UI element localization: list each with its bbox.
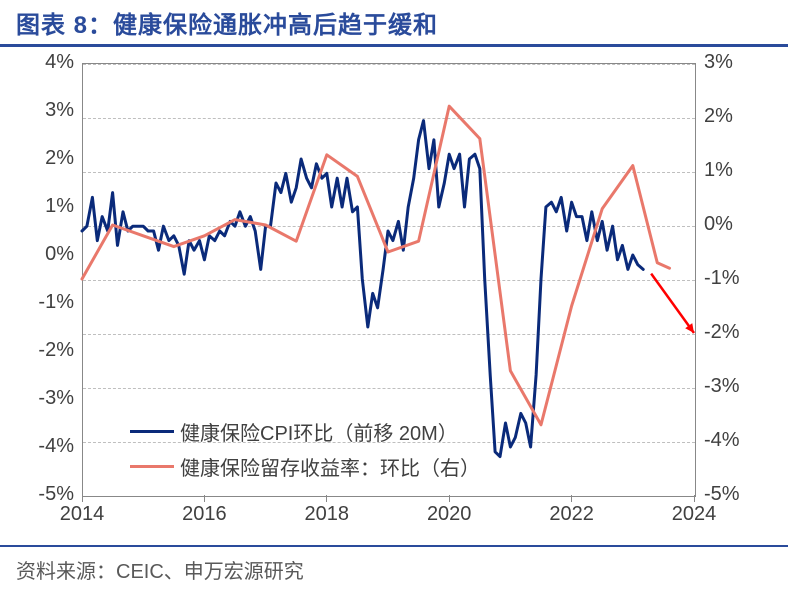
source-label: 资料来源：CEIC、申万宏源研究	[16, 555, 304, 584]
legend-item: 健康保险CPI环比（前移 20M）	[130, 417, 480, 446]
chart-title: 图表 8：健康保险通胀冲高后趋于缓和	[16, 5, 438, 40]
series-line	[82, 121, 643, 457]
forecast-arrow	[651, 274, 694, 333]
figure: { "chart": { "type": "line-dual-axis", "…	[0, 0, 788, 592]
legend-label: 健康保险留存收益率：环比（右）	[180, 452, 480, 481]
legend-label: 健康保险CPI环比（前移 20M）	[180, 417, 458, 446]
legend-item: 健康保险留存收益率：环比（右）	[130, 452, 480, 481]
source-bar: 资料来源：CEIC、申万宏源研究	[0, 545, 788, 591]
legend: 健康保险CPI环比（前移 20M） 健康保险留存收益率：环比（右）	[130, 417, 480, 487]
chart-area: -5%-4%-3%-2%-1%0%1%2%3%-5%-4%-3%-2%-1%0%…	[0, 47, 788, 545]
legend-swatch	[130, 465, 174, 468]
legend-swatch	[130, 430, 174, 433]
series-line	[82, 106, 670, 425]
title-bar: 图表 8：健康保险通胀冲高后趋于缓和	[0, 0, 788, 47]
